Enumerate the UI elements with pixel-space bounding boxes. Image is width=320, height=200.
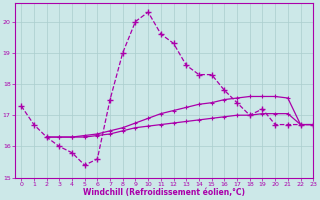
X-axis label: Windchill (Refroidissement éolien,°C): Windchill (Refroidissement éolien,°C) — [83, 188, 245, 197]
